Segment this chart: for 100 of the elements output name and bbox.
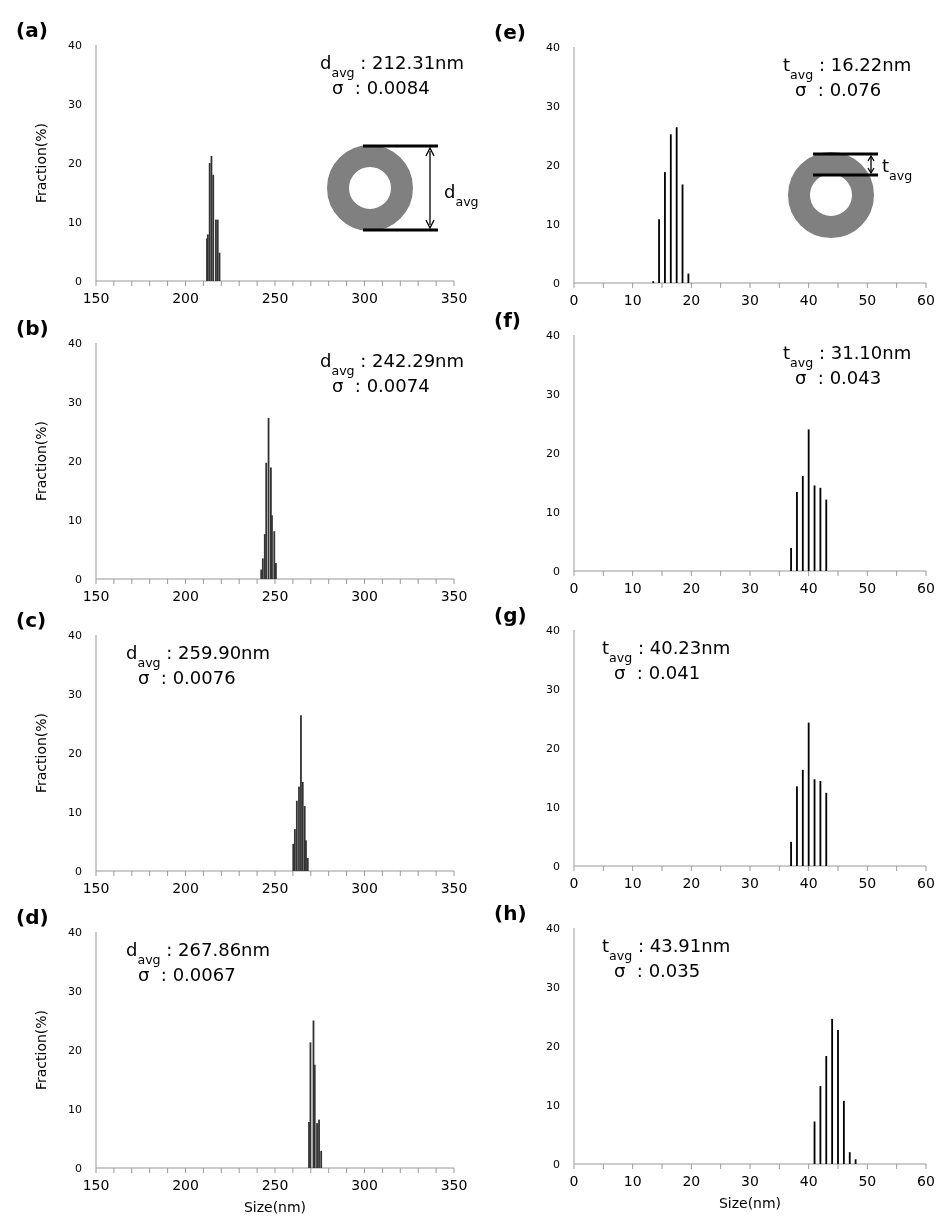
- x-tick-label: 150: [82, 290, 110, 306]
- y-tick-label: 10: [546, 217, 560, 231]
- annotation: t$_{avg}$ : 43.91nm: [602, 935, 731, 963]
- x-tick-label: 60: [917, 580, 935, 596]
- y-tick-label: 10: [546, 800, 560, 814]
- y-tick-label: 30: [68, 984, 82, 998]
- x-tick-label: 30: [741, 875, 759, 891]
- y-tick-label: 30: [546, 387, 560, 401]
- x-tick-label: 250: [261, 1177, 289, 1193]
- chart-title: (a): [16, 18, 48, 42]
- y-tick-label: 20: [546, 158, 560, 172]
- x-tick-label: 30: [741, 1173, 759, 1189]
- y-tick-label: 30: [68, 395, 82, 409]
- y-tick-label: 40: [68, 925, 82, 939]
- y-tick-label: 40: [546, 40, 560, 54]
- x-tick-label: 200: [172, 588, 199, 604]
- x-axis-title: Size(nm): [243, 1199, 307, 1215]
- x-tick-label: 0: [569, 292, 579, 308]
- y-tick-label: 20: [68, 156, 82, 170]
- y-axis-title: Fraction(%): [33, 420, 49, 502]
- x-tick-label: 30: [741, 580, 759, 596]
- chart-title: (f): [494, 308, 521, 332]
- chart-title: (e): [494, 20, 526, 44]
- x-tick-label: 0: [569, 875, 579, 891]
- annotation: t$_{avg}$ : 40.23nm: [602, 637, 731, 665]
- x-tick-label: 250: [261, 880, 289, 896]
- annotation: d$_{avg}$ : 242.29nm: [320, 350, 465, 378]
- chart-title: (c): [16, 608, 47, 632]
- x-tick-label: 30: [741, 292, 759, 308]
- y-tick-label: 0: [553, 564, 560, 578]
- y-axis-title: Fraction(%): [33, 1009, 49, 1091]
- x-tick-label: 350: [440, 290, 468, 306]
- x-tick-label: 40: [799, 292, 818, 308]
- y-tick-label: 30: [546, 99, 560, 113]
- x-tick-label: 40: [799, 580, 818, 596]
- x-tick-label: 20: [682, 292, 701, 308]
- x-tick-label: 300: [351, 588, 378, 604]
- x-tick-label: 60: [917, 1173, 935, 1189]
- y-tick-label: 20: [546, 446, 560, 460]
- chart-title: (b): [16, 316, 49, 340]
- annotation: t$_{avg}$ : 16.22nm: [783, 54, 912, 82]
- annotation: t$_{avg}$ : 31.10nm: [783, 342, 912, 370]
- x-tick-label: 300: [351, 880, 378, 896]
- y-tick-label: 40: [546, 623, 560, 637]
- y-tick-label: 40: [68, 336, 82, 350]
- x-tick-label: 350: [440, 588, 468, 604]
- x-tick-label: 10: [623, 1173, 642, 1189]
- y-tick-label: 20: [68, 1043, 82, 1057]
- x-tick-label: 60: [917, 875, 935, 891]
- y-tick-label: 0: [553, 276, 560, 290]
- x-tick-label: 60: [917, 292, 935, 308]
- y-tick-label: 10: [68, 215, 82, 229]
- x-tick-label: 250: [261, 290, 289, 306]
- x-tick-label: 300: [351, 290, 378, 306]
- y-tick-label: 10: [68, 805, 82, 819]
- x-tick-label: 10: [623, 580, 642, 596]
- x-tick-label: 300: [351, 1177, 378, 1193]
- y-tick-label: 20: [68, 454, 82, 468]
- y-tick-label: 20: [68, 746, 82, 760]
- y-axis-title: Fraction(%): [33, 712, 49, 794]
- x-tick-label: 0: [569, 580, 579, 596]
- y-tick-label: 0: [75, 1161, 82, 1175]
- x-tick-label: 0: [569, 1173, 579, 1189]
- x-tick-label: 20: [682, 580, 701, 596]
- annotation: d$_{avg}$ : 259.90nm: [126, 642, 271, 670]
- annotation: t$_{avg}$: [882, 155, 913, 183]
- x-tick-label: 200: [172, 290, 199, 306]
- y-tick-label: 30: [68, 687, 82, 701]
- x-tick-label: 40: [799, 875, 818, 891]
- x-tick-label: 40: [799, 1173, 818, 1189]
- chart-title: (d): [16, 905, 49, 929]
- chart-title: (h): [494, 901, 527, 925]
- y-tick-label: 20: [546, 741, 560, 755]
- annotation: d$_{avg}$ : 267.86nm: [126, 939, 271, 967]
- y-tick-label: 0: [553, 1157, 560, 1171]
- y-axis-title: Fraction(%): [33, 122, 49, 204]
- x-tick-label: 200: [172, 880, 199, 896]
- y-tick-label: 30: [68, 97, 82, 111]
- y-tick-label: 10: [546, 1098, 560, 1112]
- annotation: d$_{avg}$: [444, 181, 479, 209]
- y-tick-label: 40: [68, 38, 82, 52]
- chart-title: (g): [494, 603, 527, 627]
- x-tick-label: 50: [858, 292, 877, 308]
- x-tick-label: 20: [682, 875, 701, 891]
- y-tick-label: 10: [68, 513, 82, 527]
- y-tick-label: 30: [546, 682, 560, 696]
- x-tick-label: 150: [82, 1177, 110, 1193]
- x-tick-label: 50: [858, 1173, 877, 1189]
- y-tick-label: 10: [68, 1102, 82, 1116]
- x-tick-label: 20: [682, 1173, 701, 1189]
- x-tick-label: 50: [858, 580, 877, 596]
- x-tick-label: 350: [440, 880, 468, 896]
- x-tick-label: 150: [82, 588, 110, 604]
- x-tick-label: 250: [261, 588, 289, 604]
- y-tick-label: 0: [553, 859, 560, 873]
- y-tick-label: 10: [546, 505, 560, 519]
- x-tick-label: 350: [440, 1177, 468, 1193]
- y-tick-label: 0: [75, 274, 82, 288]
- x-tick-label: 200: [172, 1177, 199, 1193]
- x-tick-label: 50: [858, 875, 877, 891]
